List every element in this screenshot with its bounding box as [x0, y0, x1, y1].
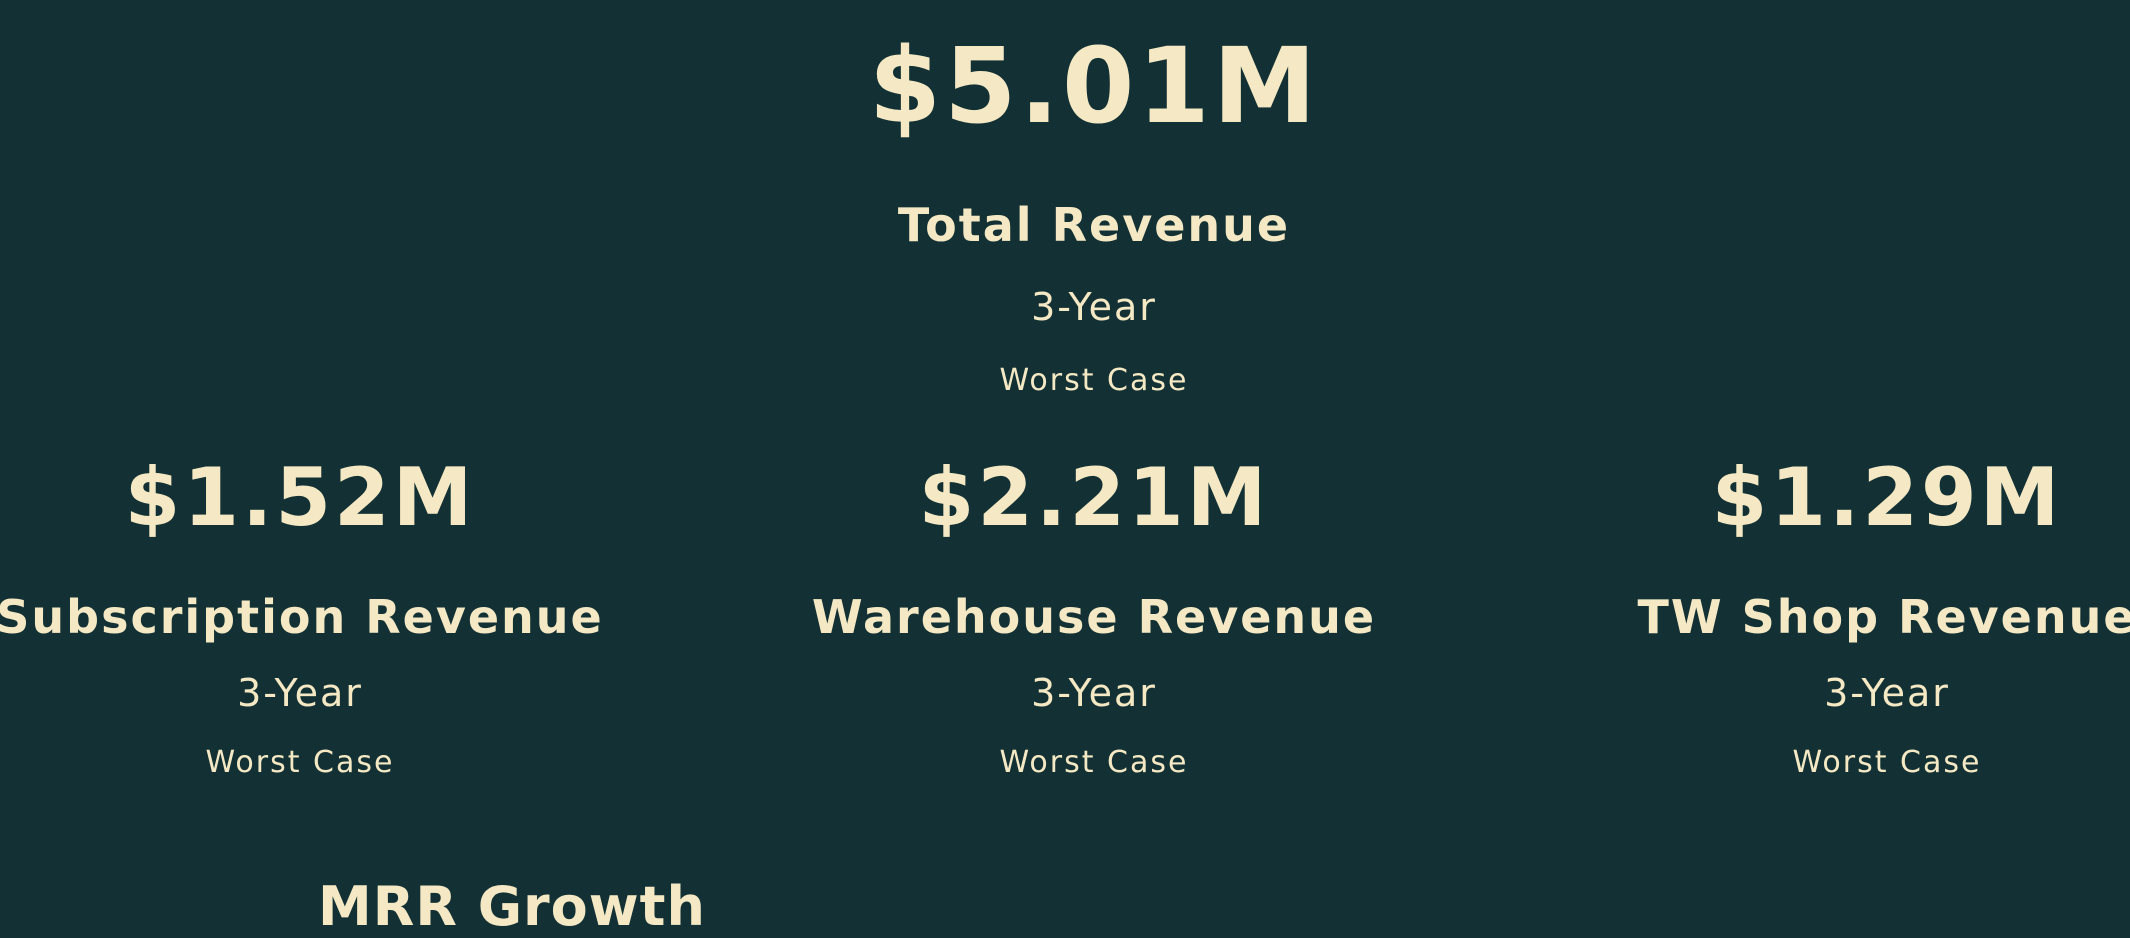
- tw-shop-revenue-scenario: Worst Case: [1792, 745, 1982, 780]
- subscription-revenue-scenario: Worst Case: [205, 745, 395, 780]
- tw-shop-revenue-title: TW Shop Revenue: [1637, 590, 2130, 644]
- warehouse-revenue-scenario: Worst Case: [999, 745, 1189, 780]
- tw-shop-revenue-period: 3-Year: [1824, 671, 1950, 715]
- total-revenue-title: Total Revenue: [897, 198, 1291, 252]
- mrr-growth-heading: MRR Growth: [318, 875, 706, 938]
- subscription-revenue-value: $1.52M: [124, 451, 476, 544]
- total-revenue-period: 3-Year: [1031, 285, 1157, 329]
- warehouse-revenue-period: 3-Year: [1031, 671, 1157, 715]
- total-revenue-scenario: Worst Case: [999, 363, 1189, 398]
- subscription-revenue-card: $1.52M Subscription Revenue 3-Year Worst…: [0, 458, 630, 778]
- warehouse-revenue-card: $2.21M Warehouse Revenue 3-Year Worst Ca…: [764, 458, 1424, 778]
- tw-shop-revenue-card: $1.29M TW Shop Revenue 3-Year Worst Case: [1557, 458, 2130, 778]
- total-revenue-card: $5.01M Total Revenue 3-Year Worst Case: [764, 34, 1424, 396]
- total-revenue-value: $5.01M: [868, 25, 1320, 147]
- subscription-revenue-period: 3-Year: [237, 671, 363, 715]
- subscription-revenue-title: Subscription Revenue: [0, 590, 604, 644]
- warehouse-revenue-title: Warehouse Revenue: [811, 590, 1377, 644]
- warehouse-revenue-value: $2.21M: [918, 451, 1270, 544]
- tw-shop-revenue-value: $1.29M: [1711, 451, 2063, 544]
